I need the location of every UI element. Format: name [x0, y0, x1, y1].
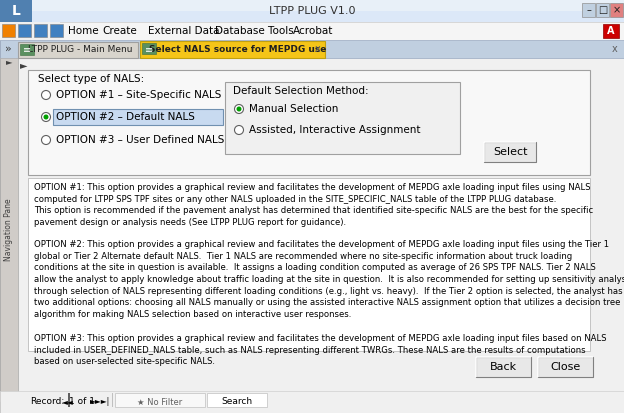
Circle shape [42, 112, 51, 121]
Bar [484, 142, 536, 162]
Bar [0, 22, 60, 40]
Circle shape [235, 126, 243, 135]
Bar [28, 178, 590, 351]
Text: x: x [612, 45, 618, 55]
Text: OPTION #2: This option provides a graphical review and facilitates the developme: OPTION #2: This option provides a graphi… [34, 240, 624, 319]
Text: ►: ► [6, 57, 12, 66]
Bar [603, 24, 619, 38]
Text: Acrobat: Acrobat [293, 26, 333, 36]
Text: OPTION #1: This option provides a graphical review and facilitates the developme: OPTION #1: This option provides a graphi… [34, 183, 593, 227]
Circle shape [44, 114, 49, 119]
Text: Home: Home [68, 26, 99, 36]
Bar [539, 358, 594, 378]
Text: Search: Search [222, 397, 253, 406]
Bar [477, 358, 532, 378]
Bar [0, 0, 624, 22]
Text: Create: Create [102, 26, 137, 36]
Text: OPTION #2 – Default NALS: OPTION #2 – Default NALS [56, 112, 195, 122]
Bar [50, 24, 63, 37]
Circle shape [42, 90, 51, 100]
Text: Record:: Record: [30, 397, 64, 406]
Bar [207, 393, 267, 407]
Bar [596, 3, 609, 17]
Text: □: □ [598, 5, 607, 15]
Bar [582, 3, 595, 17]
Text: Back: Back [490, 362, 517, 372]
Text: ◄◄: ◄◄ [62, 397, 74, 406]
Text: LTPP PLUG - Main Menu: LTPP PLUG - Main Menu [27, 45, 132, 54]
Bar [20, 44, 34, 55]
Bar [140, 41, 325, 58]
Text: ★ No Filter: ★ No Filter [137, 397, 183, 406]
Text: ►: ► [20, 60, 27, 70]
Bar [485, 143, 537, 163]
Bar [115, 393, 205, 407]
Bar [0, 22, 624, 40]
Bar [112, 393, 113, 407]
Text: Select type of NALS:: Select type of NALS: [38, 74, 144, 84]
Text: Default Selection Method:: Default Selection Method: [233, 86, 369, 96]
Bar [18, 24, 31, 37]
Bar [0, 0, 624, 11]
Text: OPTION #3 – User Defined NALS: OPTION #3 – User Defined NALS [56, 135, 225, 145]
Circle shape [42, 135, 51, 145]
Text: ≡: ≡ [145, 45, 153, 55]
Bar [476, 357, 531, 377]
Text: 1 of 1: 1 of 1 [69, 397, 95, 406]
Text: Manual Selection: Manual Selection [249, 104, 338, 114]
Text: Database Tools: Database Tools [215, 26, 294, 36]
Bar [53, 109, 223, 125]
Text: Select NALS source for MEPDG use: Select NALS source for MEPDG use [149, 45, 327, 54]
Text: OPTION #3: This option provides a graphical review and facilitates the developme: OPTION #3: This option provides a graphi… [34, 334, 607, 366]
Bar [68, 393, 70, 407]
Circle shape [236, 107, 241, 112]
Text: –: – [586, 5, 591, 15]
Text: L: L [12, 4, 21, 18]
Text: x: x [315, 45, 321, 55]
Bar [225, 82, 460, 154]
Text: »: » [4, 44, 11, 54]
Bar [0, 58, 18, 401]
Text: LTPP PLUG V1.0: LTPP PLUG V1.0 [269, 6, 355, 16]
Bar [538, 357, 593, 377]
Bar [0, 0, 32, 22]
Bar [18, 58, 624, 401]
Text: Navigation Pane: Navigation Pane [4, 199, 14, 261]
Text: A: A [607, 26, 615, 36]
Text: Select: Select [493, 147, 527, 157]
Bar [0, 391, 624, 413]
Bar [142, 43, 156, 54]
Text: OPTION #1 – Site-Specific NALS: OPTION #1 – Site-Specific NALS [56, 90, 222, 100]
Text: External Data: External Data [148, 26, 220, 36]
Text: ►►►|: ►►►| [90, 397, 110, 406]
Text: ≡: ≡ [23, 45, 31, 55]
Text: ×: × [612, 5, 620, 15]
Bar [18, 42, 138, 58]
Bar [0, 40, 624, 58]
Bar [610, 3, 623, 17]
Text: Close: Close [550, 362, 580, 372]
Bar [34, 24, 47, 37]
Circle shape [235, 104, 243, 114]
Bar [28, 70, 590, 175]
Text: Assisted, Interactive Assignment: Assisted, Interactive Assignment [249, 125, 421, 135]
Bar [2, 24, 15, 37]
